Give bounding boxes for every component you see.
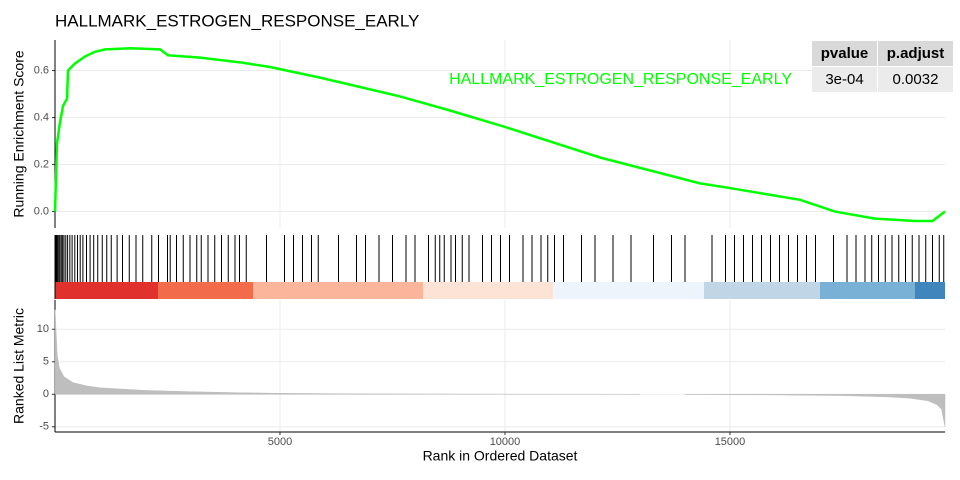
table-header: pvalue (821, 45, 869, 62)
metric-area (54, 309, 640, 395)
x-tick-label: 15000 (715, 436, 746, 448)
x-tick-label: 10000 (490, 436, 521, 448)
annotation-group: HALLMARK_ESTROGEN_RESPONSE_EARLY (449, 71, 792, 88)
table-header-cell (812, 41, 877, 66)
table-header-cell (878, 41, 953, 66)
chart-title: HALLMARK_ESTROGEN_RESPONSE_EARLY (55, 11, 419, 30)
y-axis-label: Running Enrichment Score (11, 50, 27, 218)
y-tick-label: 0.2 (34, 158, 49, 170)
table-value: 0.0032 (893, 71, 939, 88)
table-cell (878, 67, 953, 92)
es-curve (53, 46, 946, 223)
table-value: 3e-04 (825, 71, 863, 88)
x-tick-label: 5000 (268, 436, 292, 448)
y-tick-label: 0.4 (34, 111, 49, 123)
color-bin (253, 282, 423, 299)
color-bin (553, 282, 704, 299)
x-axis-label: Rank in Ordered Dataset (423, 448, 578, 464)
color-bin (158, 282, 253, 299)
y-tick-label: 10 (37, 323, 49, 335)
table-cell (812, 67, 877, 92)
y-axis-label: Ranked List Metric (11, 308, 27, 424)
color-bin (820, 282, 915, 299)
color-bin (423, 282, 553, 299)
color-bin (704, 282, 820, 299)
y-tick-label: 0.6 (34, 64, 49, 76)
y-tick-label: -5 (39, 421, 49, 433)
series-label: HALLMARK_ESTROGEN_RESPONSE_EARLY (449, 71, 792, 88)
y-tick-label: 0.0 (34, 205, 49, 217)
color-bin (55, 282, 158, 299)
y-tick-label: 0 (43, 388, 49, 400)
table-header: p.adjust (887, 45, 945, 62)
metric-area (684, 394, 946, 427)
color-bar (55, 282, 945, 299)
color-bin (915, 282, 945, 299)
y-tick-label: 5 (43, 356, 49, 368)
